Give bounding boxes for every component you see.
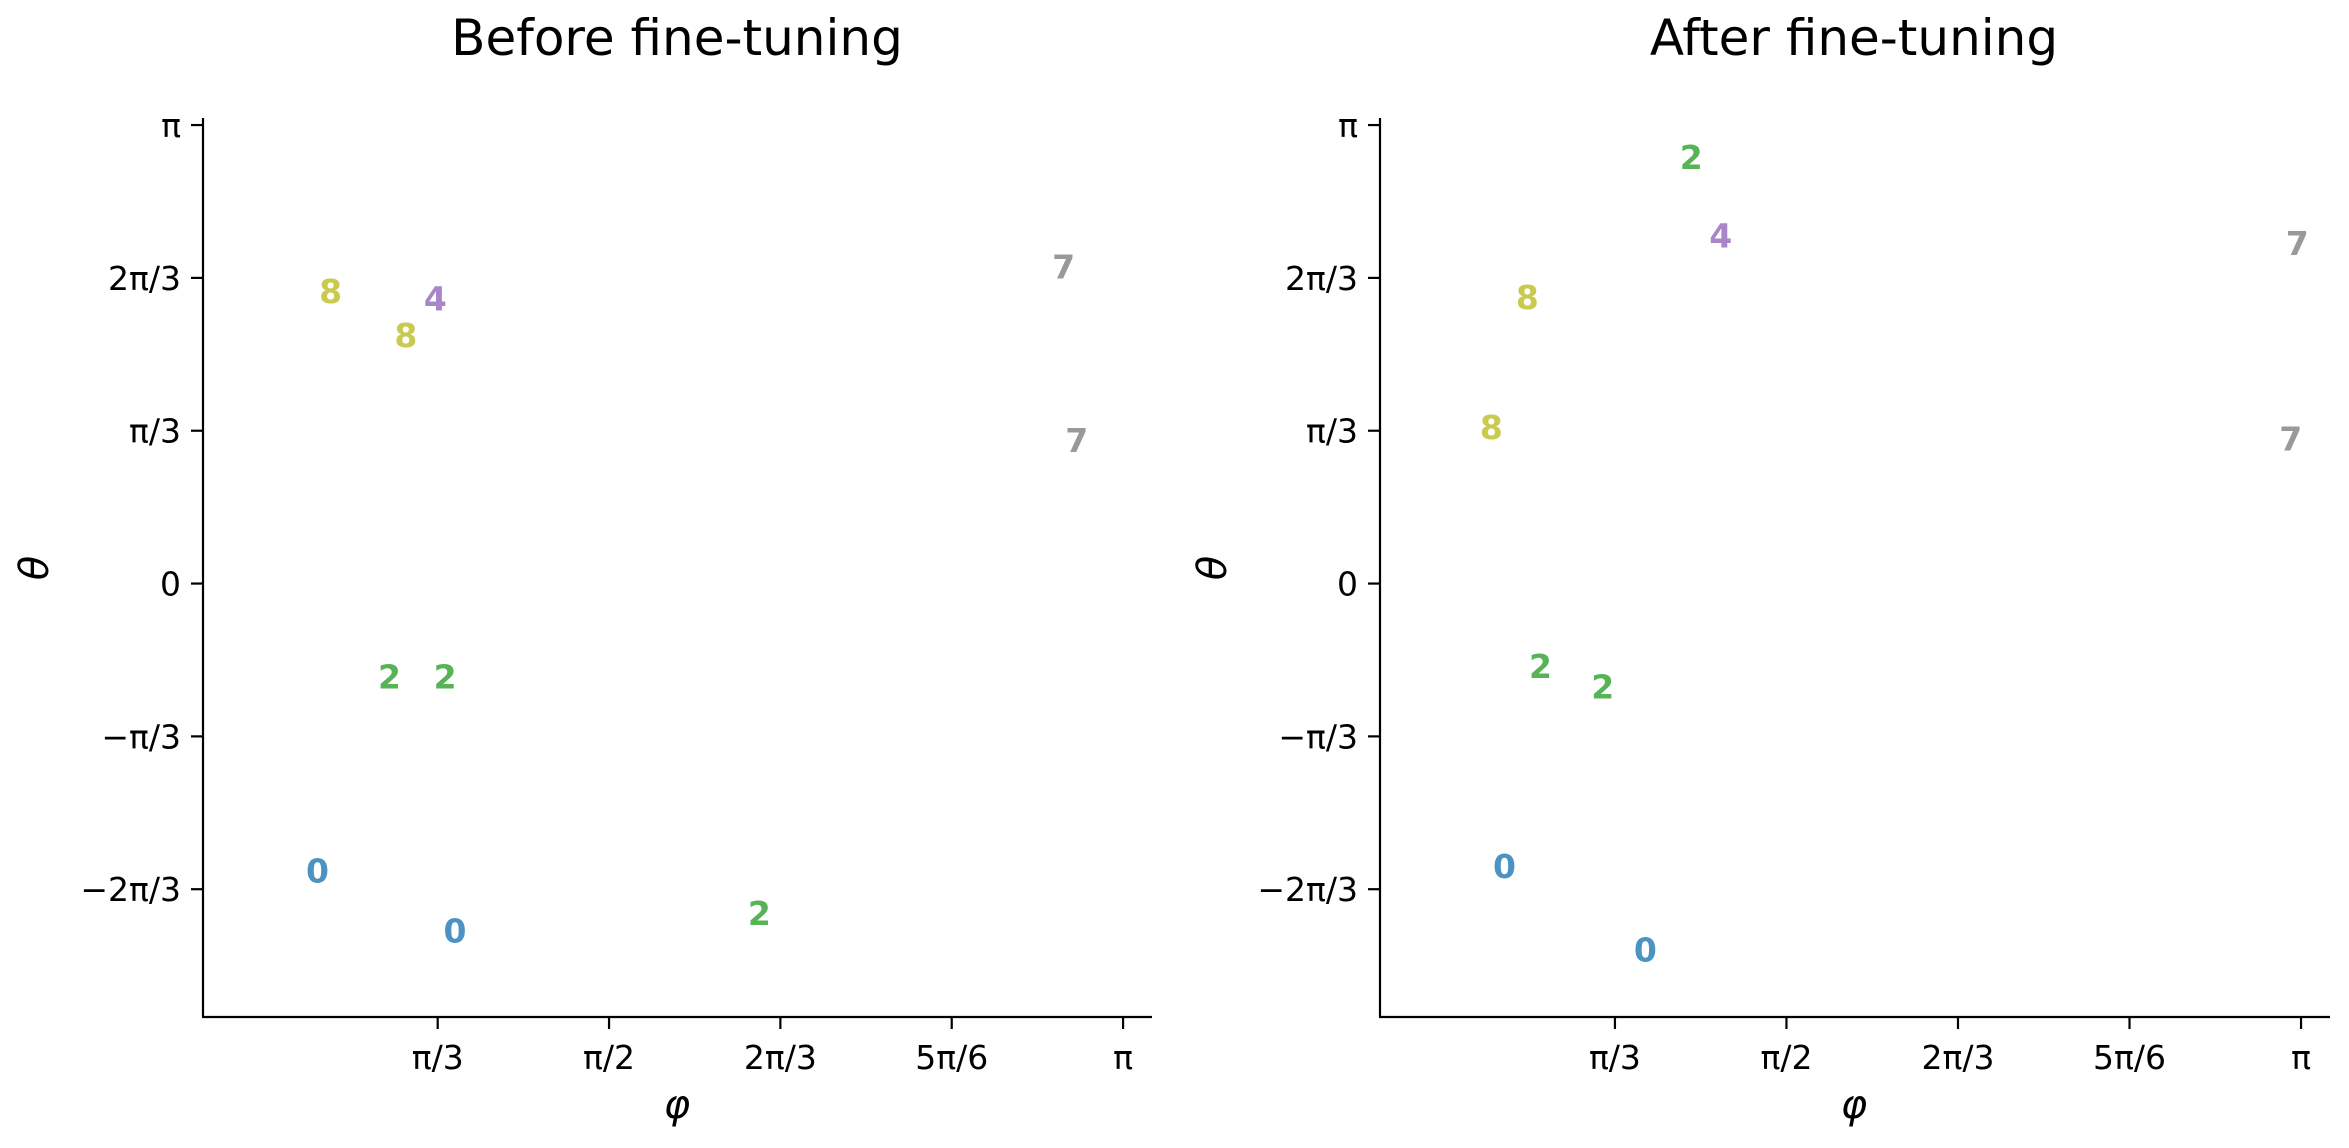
x-tick-label: π/2 [583, 1038, 635, 1077]
y-axis-label: θ [12, 556, 58, 580]
before-panel: Before fine-tuning φ θ π/3 π/2 2π/3 5π/6 ππ2… [12, 9, 1152, 1128]
y-tick-label: 2π/3 [1285, 259, 1358, 298]
data-point-0: 0 [306, 852, 329, 891]
x-tick-label: 2π/3 [1922, 1038, 1995, 1077]
panel-title: After fine-tuning [1650, 9, 2058, 67]
y-tick-label: −π/3 [101, 717, 181, 756]
after-panel: After fine-tuning φ θ π/3 π/2 2π/3 5π/6 ππ2π… [1190, 9, 2330, 1128]
x-tick-label: π [1113, 1038, 1133, 1077]
y-tick-label: −π/3 [1278, 717, 1358, 756]
data-point-8: 8 [1480, 408, 1503, 447]
data-point-7: 7 [2286, 224, 2309, 263]
y-tick-label: π [1338, 106, 1358, 145]
x-axis-label: φ [1841, 1082, 1867, 1128]
data-point-0: 0 [1634, 930, 1657, 969]
x-tick-label: 2π/3 [744, 1038, 817, 1077]
x-tick-label: 5π/6 [915, 1038, 988, 1077]
data-point-4: 4 [1709, 217, 1732, 256]
data-point-8: 8 [1516, 278, 1539, 317]
x-tick-label: π/3 [1589, 1038, 1641, 1077]
x-tick-label: 5π/6 [2093, 1038, 2166, 1077]
y-axis-label: θ [1190, 556, 1236, 580]
x-axis-label: φ [664, 1082, 690, 1128]
y-tick-label: π [161, 106, 181, 145]
data-point-0: 0 [443, 911, 466, 950]
x-tick-label: π/3 [412, 1038, 464, 1077]
y-tick-label: 0 [1337, 565, 1358, 604]
data-point-4: 4 [424, 279, 447, 318]
data-point-2: 2 [748, 894, 771, 933]
y-tick-label: 0 [160, 565, 181, 604]
data-point-8: 8 [319, 272, 342, 311]
y-tick-label: π/3 [129, 412, 181, 451]
ticks-and-points: π/3 π/2 2π/3 5π/6 π π 2π/3 π/3 0 −π/3 −2π/3 2 4 7 8 8 7 2… [1257, 106, 2311, 1077]
y-tick-label: 2π/3 [108, 259, 181, 298]
data-point-2: 2 [1591, 668, 1614, 707]
data-point-2: 2 [1680, 138, 1703, 177]
data-point-7: 7 [1065, 421, 1088, 460]
data-point-7: 7 [2279, 420, 2302, 459]
x-tick-label: π [2291, 1038, 2311, 1077]
data-point-7: 7 [1052, 247, 1075, 286]
data-point-2: 2 [434, 657, 457, 696]
panel-title: Before fine-tuning [451, 9, 903, 67]
y-tick-label: π/3 [1306, 412, 1358, 451]
data-point-0: 0 [1493, 847, 1516, 886]
data-point-2: 2 [1529, 647, 1552, 686]
data-point-8: 8 [394, 316, 417, 355]
data-point-2: 2 [378, 657, 401, 696]
y-tick-label: −2π/3 [1257, 870, 1358, 909]
x-tick-label: π/2 [1760, 1038, 1812, 1077]
y-tick-label: −2π/3 [80, 870, 181, 909]
